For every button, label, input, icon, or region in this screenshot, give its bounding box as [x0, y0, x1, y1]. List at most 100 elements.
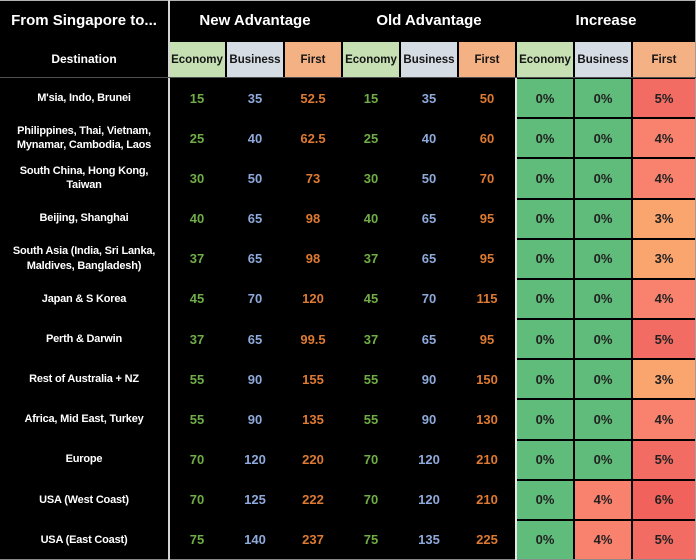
old-first-value: 150: [476, 371, 498, 387]
increase-business-cell: 0%: [575, 360, 631, 399]
increase-economy-cell: 0%: [517, 79, 573, 118]
destination-cell: Perth & Darwin: [45, 332, 123, 345]
increase-business-cell: 4%: [575, 480, 631, 519]
increase-economy-cell: 0%: [517, 119, 573, 158]
old-economy-value: 45: [363, 291, 379, 307]
increase-business-cell: 0%: [575, 320, 631, 359]
increase-business-cell: 0%: [575, 199, 631, 238]
new-first-value: 220: [302, 452, 324, 468]
old-economy-value: 70: [363, 452, 379, 468]
old-business-value: 120: [418, 492, 440, 508]
increase-business-cell: 0%: [575, 239, 631, 278]
increase-first-cell: 3%: [633, 239, 695, 278]
new-business-value: 125: [244, 492, 266, 508]
subheader-old-business: Business: [401, 42, 457, 77]
new-first-value: 237: [302, 532, 324, 548]
old-economy-value: 37: [363, 331, 379, 347]
old-business-value: 70: [421, 291, 437, 307]
old-first-value: 95: [479, 251, 495, 267]
increase-first-cell: 5%: [633, 520, 695, 559]
destination-cell: Philippines, Thai, Vietnam, Mynamar, Cam…: [16, 124, 152, 152]
increase-first-cell: 6%: [633, 480, 695, 519]
subheader-old-first: First: [459, 42, 515, 77]
increase-business-cell: 0%: [575, 79, 631, 118]
old-economy-value: 15: [363, 90, 379, 106]
new-business-value: 120: [244, 452, 266, 468]
increase-business-cell: 4%: [575, 520, 631, 559]
increase-first-cell: 5%: [633, 320, 695, 359]
increase-business-cell: 0%: [575, 159, 631, 198]
old-business-value: 65: [421, 251, 437, 267]
new-business-value: 90: [247, 371, 263, 387]
old-first-value: 210: [476, 492, 498, 508]
old-business-value: 65: [421, 211, 437, 227]
new-business-value: 65: [247, 251, 263, 267]
old-business-value: 120: [418, 452, 440, 468]
new-economy-value: 45: [189, 291, 205, 307]
increase-economy-cell: 0%: [517, 320, 573, 359]
table-title: From Singapore to...: [11, 11, 157, 29]
old-business-value: 35: [421, 90, 437, 106]
old-economy-value: 70: [363, 492, 379, 508]
increase-economy-cell: 0%: [517, 199, 573, 238]
old-business-value: 50: [421, 170, 437, 186]
new-first-value: 73: [305, 170, 321, 186]
new-economy-value: 75: [189, 532, 205, 548]
increase-first-cell: 4%: [633, 159, 695, 198]
new-first-value: 120: [302, 291, 324, 307]
old-business-value: 135: [418, 532, 440, 548]
new-first-value: 98: [305, 211, 321, 227]
group-header-old-advantage: Old Advantage: [376, 11, 482, 29]
new-first-value: 155: [302, 371, 324, 387]
increase-business-cell: 0%: [575, 440, 631, 479]
new-economy-value: 70: [189, 452, 205, 468]
old-business-value: 90: [421, 371, 437, 387]
subheader-increase-business: Business: [575, 42, 631, 77]
new-business-value: 65: [247, 331, 263, 347]
old-economy-value: 55: [363, 411, 379, 427]
new-economy-value: 40: [189, 211, 205, 227]
increase-economy-cell: 0%: [517, 159, 573, 198]
new-economy-value: 55: [189, 371, 205, 387]
destination-cell: USA (West Coast): [39, 493, 129, 506]
increase-first-cell: 5%: [633, 440, 695, 479]
destination-column-header: Destination: [51, 52, 117, 66]
increase-first-cell: 4%: [633, 400, 695, 439]
old-first-value: 115: [476, 291, 498, 307]
increase-economy-cell: 0%: [517, 239, 573, 278]
new-business-value: 50: [247, 170, 263, 186]
increase-first-cell: 3%: [633, 199, 695, 238]
subheader-increase-first: First: [633, 42, 695, 77]
group-header-new-advantage: New Advantage: [199, 11, 311, 29]
old-economy-value: 75: [363, 532, 379, 548]
new-first-value: 99.5: [300, 331, 326, 347]
destination-cell: Japan & S Korea: [41, 292, 127, 305]
new-business-value: 65: [247, 211, 263, 227]
increase-economy-cell: 0%: [517, 279, 573, 318]
new-economy-value: 55: [189, 411, 205, 427]
new-economy-value: 37: [189, 251, 205, 267]
group-header-increase: Increase: [575, 11, 637, 29]
old-first-value: 60: [479, 130, 495, 146]
new-business-value: 140: [244, 532, 266, 548]
increase-business-cell: 0%: [575, 119, 631, 158]
old-first-value: 225: [476, 532, 498, 548]
old-economy-value: 30: [363, 170, 379, 186]
new-business-value: 40: [247, 130, 263, 146]
new-economy-value: 30: [189, 170, 205, 186]
old-economy-value: 25: [363, 130, 379, 146]
increase-first-cell: 4%: [633, 119, 695, 158]
destination-cell: Europe: [65, 453, 103, 466]
subheader-increase-economy: Economy: [517, 42, 573, 77]
destination-cell: Africa, Mid East, Turkey: [24, 413, 144, 426]
subheader-old-economy: Economy: [343, 42, 399, 77]
destination-cell: Beijing, Shanghai: [39, 212, 129, 225]
subheader-new-economy: Economy: [169, 42, 225, 77]
old-first-value: 210: [476, 452, 498, 468]
old-first-value: 50: [479, 90, 495, 106]
new-business-value: 90: [247, 411, 263, 427]
increase-business-cell: 0%: [575, 400, 631, 439]
increase-first-cell: 5%: [633, 79, 695, 118]
increase-economy-cell: 0%: [517, 400, 573, 439]
